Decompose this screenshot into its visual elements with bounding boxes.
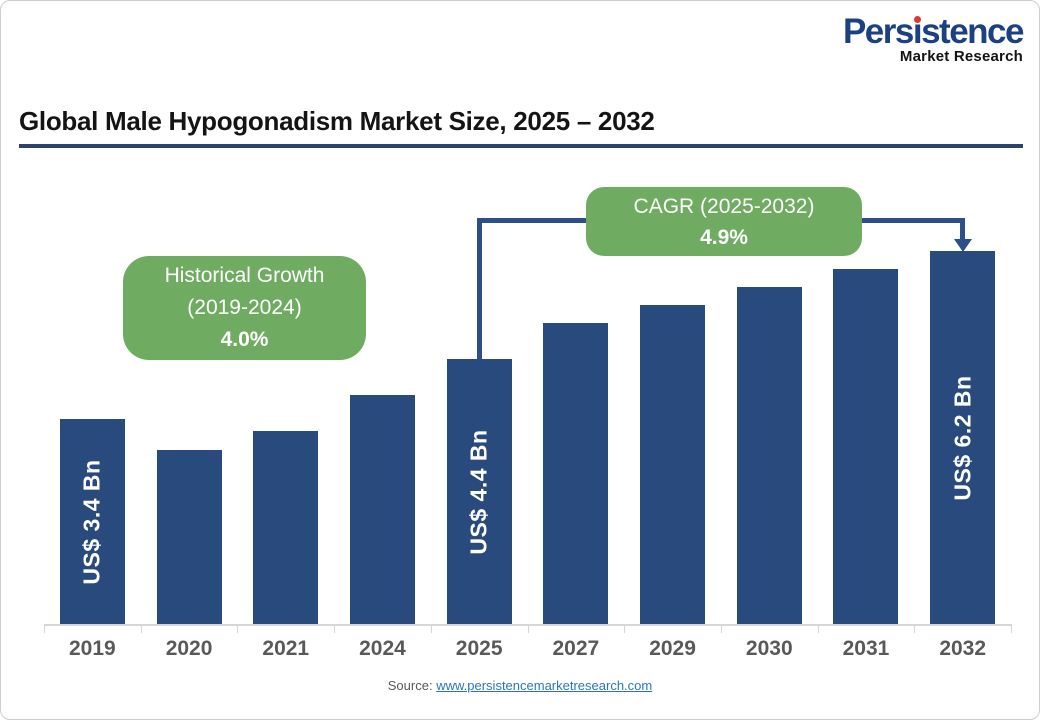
- x-label-2027: 2027: [552, 637, 600, 660]
- bar-2020: [156, 450, 222, 624]
- x-label-2024: 2024: [359, 637, 406, 660]
- bar-2032: US$ 6.2 Bn: [930, 251, 996, 624]
- axis-tick: [334, 624, 336, 633]
- axis-tick: [817, 624, 819, 633]
- bar-2025: US$ 4.4 Bn: [446, 359, 512, 624]
- bar-slot-2029: [624, 1, 721, 624]
- bar-2024: [349, 395, 415, 624]
- brand-text-post: stence: [921, 12, 1024, 51]
- x-label-2029: 2029: [649, 637, 696, 660]
- bar-slot-2019: US$ 3.4 Bn: [44, 1, 141, 624]
- bar-value-label-2032: US$ 6.2 Bn: [949, 374, 976, 501]
- connector-vertical-2032: [960, 218, 966, 240]
- arrow-head-icon: [953, 239, 972, 252]
- bar-2021: [253, 431, 319, 624]
- historical-growth-line2: (2019-2024): [187, 296, 302, 319]
- axis-tick: [44, 624, 45, 633]
- bar-value-label-2025: US$ 4.4 Bn: [465, 428, 492, 555]
- x-label-2025: 2025: [455, 637, 503, 660]
- bar-slot-2032: US$ 6.2 Bn: [914, 1, 1011, 624]
- axis-tick: [1011, 624, 1012, 633]
- bar-slot-2030: [721, 1, 818, 624]
- historical-growth-value: 4.0%: [220, 328, 269, 351]
- bar-slot-2024: [334, 1, 431, 624]
- bar-2029: [640, 305, 706, 624]
- brand-i-dot-icon: ı: [912, 12, 923, 51]
- source-link[interactable]: www.persistencemarketresearch.com: [436, 678, 653, 693]
- cagr-callout: CAGR (2025-2032) 4.9%: [586, 187, 862, 256]
- axis-tick: [914, 624, 916, 633]
- x-label-2031: 2031: [842, 637, 890, 660]
- bar-2019: US$ 3.4 Bn: [59, 419, 125, 624]
- cagr-value: 4.9%: [700, 225, 748, 249]
- bar-slot-2027: [528, 1, 625, 624]
- source-line: Source: www.persistencemarketresearch.co…: [1, 678, 1039, 693]
- cagr-line1: CAGR (2025-2032): [633, 194, 815, 218]
- connector-vertical-2025: [476, 218, 482, 359]
- brand-wordmark: Persıstence: [842, 12, 1025, 51]
- source-label: Source:: [387, 678, 433, 693]
- historical-growth-callout: Historical Growth (2019-2024) 4.0%: [123, 256, 366, 360]
- plot-area: US$ 3.4 Bn US$ 4.4 Bn US$ 6.2 Bn: [44, 1, 1011, 624]
- axis-tick: [430, 624, 432, 633]
- axis-tick: [140, 624, 142, 633]
- bar-slot-2021: [237, 1, 334, 624]
- axis-tick: [237, 624, 239, 633]
- bar-2027: [543, 323, 609, 624]
- brand-text-pre: Pers: [842, 12, 914, 51]
- axis-tick: [720, 624, 722, 633]
- bar-slot-2025: US$ 4.4 Bn: [431, 1, 528, 624]
- bar-slot-2020: [141, 1, 238, 624]
- title-underline: [19, 144, 1023, 148]
- bar-slot-2031: [818, 1, 915, 624]
- x-label-2021: 2021: [262, 637, 310, 660]
- chart-title: Global Male Hypogonadism Market Size, 20…: [19, 106, 655, 136]
- bar-2031: [833, 269, 899, 624]
- axis-tick: [527, 624, 529, 633]
- x-label-2019: 2019: [68, 637, 116, 660]
- x-label-2030: 2030: [745, 637, 793, 660]
- x-axis-labels: 2019 2020 2021 2024 2025 2027 2029 2030 2031 2032: [44, 637, 1011, 661]
- x-label-2032: 2032: [939, 637, 987, 660]
- axis-tick: [624, 624, 626, 633]
- bar-2030: [736, 287, 802, 624]
- bar-value-label-2019: US$ 3.4 Bn: [78, 458, 105, 585]
- brand-logo: Persıstence Market Research: [842, 12, 1025, 66]
- historical-growth-line1: Historical Growth: [164, 264, 325, 287]
- brand-subtitle: Market Research: [899, 48, 1023, 65]
- x-label-2020: 2020: [165, 637, 213, 660]
